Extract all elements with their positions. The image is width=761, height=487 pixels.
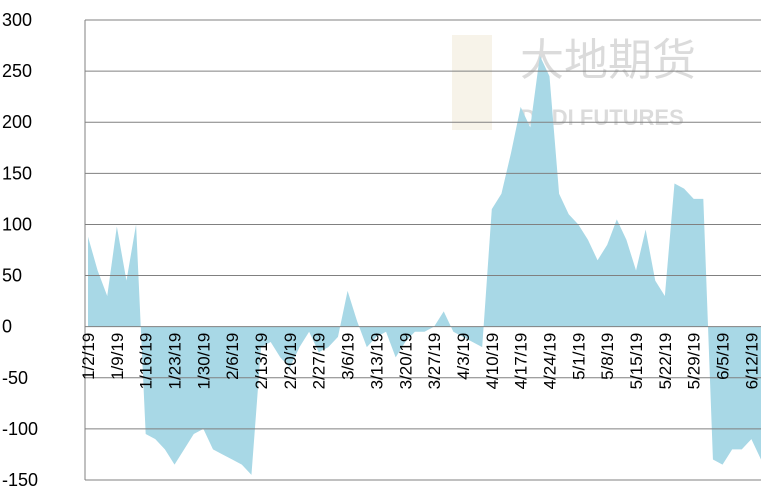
x-tick-label: 2/13/19	[252, 333, 271, 390]
x-tick-label: 1/23/19	[166, 333, 185, 390]
x-tick-label: 5/22/19	[656, 333, 675, 390]
x-tick-label: 4/10/19	[483, 333, 502, 390]
y-tick-label: 200	[2, 112, 32, 132]
x-tick-label: 2/20/19	[281, 333, 300, 390]
x-tick-label: 5/15/19	[627, 333, 646, 390]
x-tick-label: 2/6/19	[223, 333, 242, 380]
y-tick-label: -50	[2, 368, 28, 388]
y-tick-label: -150	[2, 470, 38, 487]
x-tick-label: 3/27/19	[425, 333, 444, 390]
x-tick-label: 1/30/19	[194, 333, 213, 390]
y-tick-label: 0	[2, 317, 12, 337]
y-tick-label: 100	[2, 214, 32, 234]
x-tick-label: 1/9/19	[108, 333, 127, 380]
x-tick-label: 3/13/19	[367, 333, 386, 390]
x-tick-label: 5/8/19	[598, 333, 617, 380]
x-tick-label: 6/5/19	[714, 333, 733, 380]
y-tick-label: 300	[2, 10, 32, 30]
x-tick-label: 3/20/19	[396, 333, 415, 390]
x-tick-label: 5/1/19	[569, 333, 588, 380]
x-tick-label: 6/12/19	[742, 333, 761, 390]
x-tick-label: 1/16/19	[137, 333, 156, 390]
x-tick-label: 3/6/19	[339, 333, 358, 380]
x-tick-label: 1/2/19	[79, 333, 98, 380]
y-tick-label: 50	[2, 266, 22, 286]
x-tick-label: 4/24/19	[540, 333, 559, 390]
y-tick-label: 150	[2, 163, 32, 183]
x-tick-label: 5/29/19	[685, 333, 704, 390]
y-tick-label: 250	[2, 61, 32, 81]
x-tick-label: 2/27/19	[310, 333, 329, 390]
watermark-logo	[452, 35, 492, 130]
y-tick-label: -100	[2, 419, 38, 439]
x-tick-label: 4/3/19	[454, 333, 473, 380]
x-tick-label: 4/17/19	[512, 333, 531, 390]
area	[88, 55, 761, 475]
watermark: 大地期货 DADI FUTURES	[452, 35, 696, 130]
